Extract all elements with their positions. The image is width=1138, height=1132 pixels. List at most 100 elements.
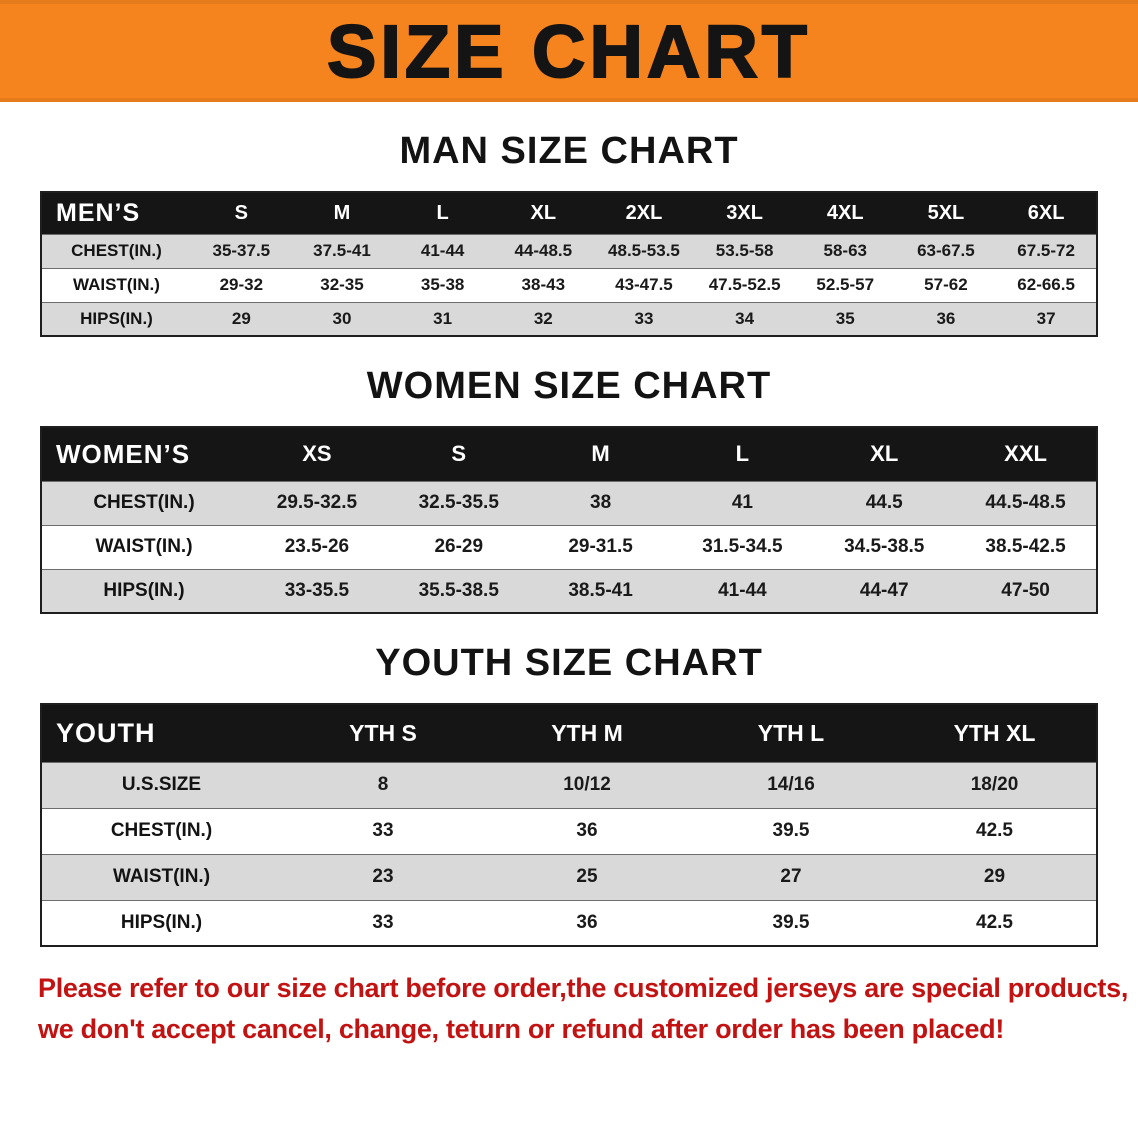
- row-label: WAIST(IN.): [95, 536, 193, 557]
- size-value-cell: 33: [634, 308, 654, 328]
- size-value-cell: 31.5-34.5: [702, 536, 783, 557]
- table-row: CHEST(IN.) 29.5-32.5 32.5-35.5 38 41 44.5 44.5…: [41, 481, 1097, 525]
- section-women: WOMEN SIZE CHART WOMEN’S XS S M L XL XXL CHEST(I…: [0, 365, 1138, 614]
- size-value-cell: 34.5-38.5: [844, 536, 925, 557]
- size-value-cell: 25: [576, 866, 598, 887]
- column-header: 5XL: [895, 192, 997, 234]
- size-value-cell: 39.5: [772, 820, 810, 841]
- size-value-cell: 41: [731, 492, 753, 513]
- size-value-cell: 23.5-26: [284, 536, 350, 557]
- header-row: MEN’S S M L XL 2XL 3XL 4XL 5XL 6XL: [41, 192, 1097, 234]
- disclaimer: Please refer to our size chart before or…: [38, 973, 1129, 1045]
- size-value-cell: 39.5: [772, 911, 810, 933]
- size-value-cell: 38: [590, 492, 612, 513]
- column-header: 4XL: [794, 192, 896, 234]
- size-value-cell: 44.5: [865, 492, 903, 513]
- men-corner-label: MEN’S: [41, 192, 191, 234]
- column-header: 2XL: [593, 192, 695, 234]
- size-value-cell: 29: [983, 866, 1006, 887]
- column-header: YTH L: [689, 704, 893, 762]
- women-corner-label: WOMEN’S: [41, 427, 246, 481]
- column-header: YTH XL: [893, 704, 1097, 762]
- size-value-cell: 57-62: [924, 275, 968, 294]
- row-label: CHEST(IN.): [110, 820, 213, 841]
- size-value-cell: 33: [372, 911, 394, 933]
- size-value-cell: 44-48.5: [514, 241, 573, 260]
- size-value-cell: 36: [576, 820, 598, 841]
- women-size-table: WOMEN’S XS S M L XL XXL CHEST(IN.) 29.5-32.5 32.5…: [40, 426, 1098, 614]
- column-header: 3XL: [694, 192, 795, 234]
- row-label: WAIST(IN.): [112, 866, 211, 887]
- size-value-cell: 37.5-41: [313, 241, 371, 260]
- column-header: XXL: [955, 427, 1097, 481]
- column-header: XL: [492, 192, 594, 234]
- disclaimer-line-1: Please refer to our size chart before or…: [38, 973, 1129, 1003]
- page-title: SIZE CHART: [326, 9, 811, 94]
- size-value-cell: 29: [231, 308, 251, 328]
- table-row: HIPS(IN.) 29 30 31 32 33 34 35 36 37: [41, 302, 1097, 336]
- section-men: MAN SIZE CHART MEN’S S M L XL 2XL 3XL 4XL 5XL 6XL C…: [0, 130, 1138, 337]
- row-label: CHEST(IN.): [93, 492, 195, 513]
- sections-container: MAN SIZE CHART MEN’S S M L XL 2XL 3XL 4XL 5XL 6XL C…: [0, 130, 1138, 947]
- column-header: S: [387, 427, 530, 481]
- size-value-cell: 14/16: [767, 774, 815, 795]
- size-value-cell: 48.5-53.5: [608, 241, 680, 260]
- section-youth: YOUTH SIZE CHART YOUTH YTH S YTH M YTH L YTH …: [0, 642, 1138, 947]
- row-label: CHEST(IN.): [71, 241, 162, 260]
- size-value-cell: 30: [332, 308, 352, 328]
- column-header: S: [191, 192, 292, 234]
- men-section-heading: MAN SIZE CHART: [399, 130, 739, 172]
- size-value-cell: 29-31.5: [568, 536, 633, 557]
- size-value-cell: 47-50: [1001, 579, 1050, 601]
- column-header: YTH S: [281, 704, 485, 762]
- size-value-cell: 53.5-58: [715, 241, 774, 260]
- row-label: U.S.SIZE: [121, 774, 202, 795]
- size-value-cell: 35.5-38.5: [418, 579, 499, 601]
- size-value-cell: 62-66.5: [1017, 275, 1075, 294]
- table-row: U.S.SIZE 8 10/12 14/16 18/20: [41, 762, 1097, 808]
- size-value-cell: 58-63: [823, 241, 867, 260]
- banner: SIZE CHART: [0, 0, 1138, 102]
- size-value-cell: 32.5-35.5: [418, 492, 499, 513]
- size-value-cell: 23: [372, 866, 394, 887]
- table-row: WAIST(IN.) 23.5-26 26-29 29-31.5 31.5-34.5 34…: [41, 525, 1097, 569]
- size-value-cell: 43-47.5: [615, 275, 673, 294]
- size-value-cell: 44-47: [859, 579, 909, 601]
- size-value-cell: 36: [936, 308, 956, 328]
- size-value-cell: 47.5-52.5: [708, 275, 781, 294]
- column-header: M: [291, 192, 393, 234]
- size-value-cell: 29-32: [219, 275, 264, 294]
- size-value-cell: 35-38: [420, 275, 465, 294]
- row-label: HIPS(IN.): [80, 308, 153, 328]
- size-value-cell: 33-35.5: [284, 579, 350, 601]
- size-value-cell: 38.5-41: [568, 579, 633, 601]
- size-value-cell: 10/12: [563, 774, 611, 795]
- youth-section-heading: YOUTH SIZE CHART: [375, 642, 763, 684]
- size-value-cell: 33: [372, 820, 394, 841]
- column-header: XS: [246, 427, 388, 481]
- size-value-cell: 26-29: [434, 536, 484, 557]
- size-value-cell: 29.5-32.5: [276, 492, 358, 513]
- size-value-cell: 32-35: [320, 275, 364, 294]
- table-row: WAIST(IN.) 23 25 27 29: [41, 854, 1097, 900]
- size-value-cell: 18/20: [970, 774, 1019, 795]
- row-label: WAIST(IN.): [73, 275, 160, 294]
- disclaimer-line-2: we don't accept cancel, change, teturn o…: [38, 1014, 1005, 1044]
- youth-corner-label: YOUTH: [41, 704, 281, 762]
- column-header: 6XL: [996, 192, 1097, 234]
- table-row: CHEST(IN.) 33 36 39.5 42.5: [41, 808, 1097, 854]
- table-row: CHEST(IN.) 35-37.5 37.5-41 41-44 44-48.5 48.5…: [41, 234, 1097, 268]
- table-row: HIPS(IN.) 33-35.5 35.5-38.5 38.5-41 41-44 44-…: [41, 569, 1097, 613]
- header-row: YOUTH YTH S YTH M YTH L YTH XL: [41, 704, 1097, 762]
- size-value-cell: 35: [835, 308, 855, 328]
- column-header: YTH M: [485, 704, 689, 762]
- size-value-cell: 38.5-42.5: [985, 536, 1066, 557]
- size-value-cell: 37: [1036, 308, 1056, 328]
- size-value-cell: 42.5: [976, 820, 1013, 841]
- size-value-cell: 63-67.5: [917, 241, 975, 260]
- table-row: WAIST(IN.) 29-32 32-35 35-38 38-43 43-47.5 47.…: [41, 268, 1097, 302]
- table-row: HIPS(IN.) 33 36 39.5 42.5: [41, 900, 1097, 946]
- size-value-cell: 44.5-48.5: [985, 492, 1066, 513]
- youth-size-table: YOUTH YTH S YTH M YTH L YTH XL U.S.SIZE 8 10/12…: [40, 703, 1098, 947]
